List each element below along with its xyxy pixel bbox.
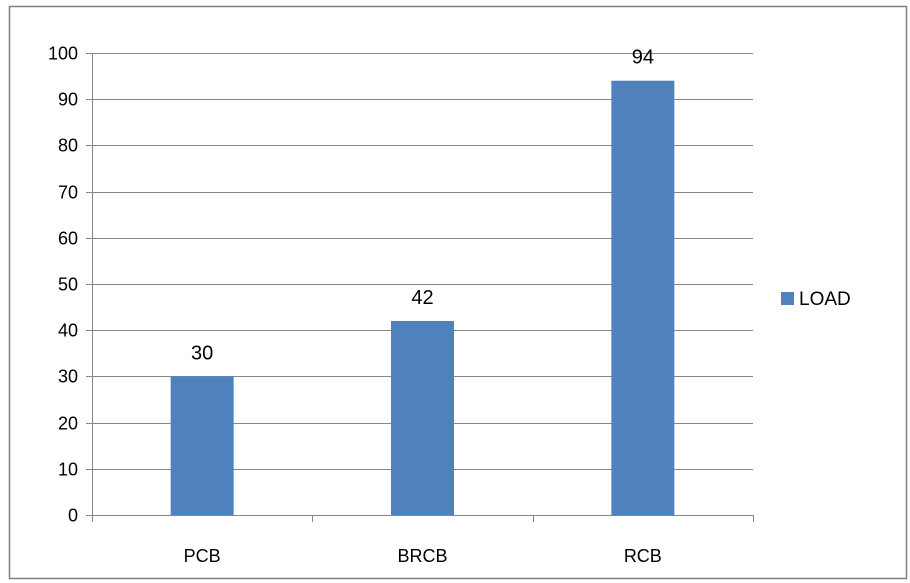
data-label: 42 [411,287,433,309]
y-tick-label: 80 [58,136,78,156]
data-label: 30 [191,342,213,364]
bars [170,80,675,515]
bar-brcb [391,320,454,515]
x-tick-label: PCB [184,546,221,566]
legend-swatch [781,292,794,305]
data-labels: 30 42 94 [191,47,654,365]
y-tick-label: 60 [58,229,78,249]
bar-pcb [170,376,234,515]
chart-border [8,5,908,580]
axes: 0 10 20 30 40 50 60 70 80 90 100 PCB BRCB RCB [48,44,754,566]
x-tick-label: BRCB [397,546,447,566]
y-tick-label: 10 [58,460,78,480]
y-tick-label: 40 [58,321,78,341]
y-tick-label: 70 [58,183,78,203]
y-tick-label: 50 [58,275,78,295]
x-tick-label: RCB [624,546,662,566]
legend: LOAD [781,289,851,310]
y-tick-label: 0 [68,506,78,526]
y-tick-label: 100 [48,44,78,64]
data-label: 94 [632,47,654,69]
y-tick-label: 20 [58,414,78,434]
y-tick-label: 30 [58,367,78,387]
bar-rcb [611,80,675,515]
y-tick-label: 90 [58,90,78,110]
legend-label: LOAD [799,289,851,310]
